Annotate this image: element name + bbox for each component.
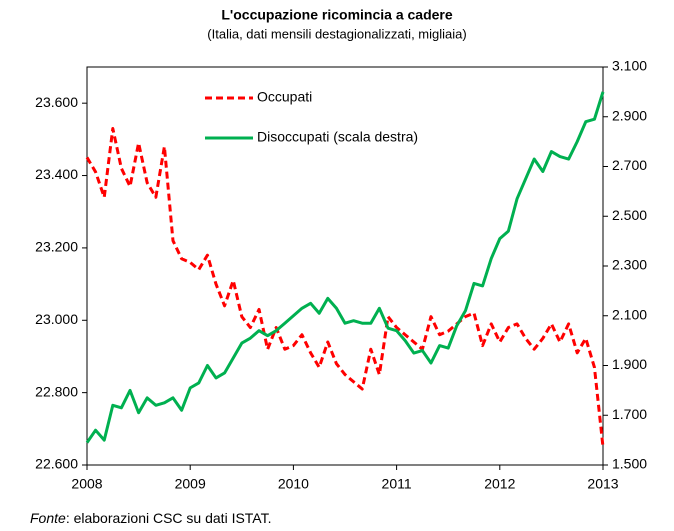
chart-title: L'occupazione ricomincia a cadere bbox=[221, 7, 453, 23]
y2-tick-label: 3.100 bbox=[612, 58, 647, 74]
y2-tick-label: 2.700 bbox=[612, 157, 647, 173]
source-note: Fonte: elaborazioni CSC su dati ISTAT. bbox=[30, 510, 272, 526]
series-line bbox=[85, 127, 605, 448]
x-tick-label: 2010 bbox=[278, 476, 309, 492]
y-tick-label: 23.400 bbox=[35, 166, 78, 182]
y2-tick-label: 1.900 bbox=[612, 356, 647, 372]
y2-tick-label: 1.500 bbox=[612, 456, 647, 472]
source-label: Fonte bbox=[30, 510, 66, 526]
x-tick-label: 2013 bbox=[587, 476, 618, 492]
legend-label: Occupati bbox=[257, 89, 312, 105]
y-tick-label: 23.000 bbox=[35, 311, 78, 327]
x-tick-label: 2011 bbox=[382, 476, 412, 492]
legend-label: Disoccupati (scala destra) bbox=[257, 129, 418, 145]
x-tick-label: 2008 bbox=[71, 476, 102, 492]
series-line bbox=[85, 91, 605, 444]
plot-frame bbox=[86, 66, 604, 466]
y2-tick-label: 2.900 bbox=[612, 107, 647, 123]
y-tick-label: 23.600 bbox=[35, 94, 78, 110]
y2-tick-label: 2.500 bbox=[612, 207, 647, 223]
x-tick-label: 2012 bbox=[484, 476, 515, 492]
y-tick-label: 22.800 bbox=[35, 383, 78, 399]
y-tick-label: 22.600 bbox=[35, 456, 78, 472]
y2-tick-label: 2.300 bbox=[612, 257, 647, 273]
y2-tick-label: 2.100 bbox=[612, 306, 647, 322]
source-text: : elaborazioni CSC su dati ISTAT. bbox=[66, 510, 272, 526]
x-tick-label: 2009 bbox=[175, 476, 206, 492]
chart-subtitle: (Italia, dati mensili destagionalizzati,… bbox=[207, 26, 466, 41]
y2-tick-label: 1.700 bbox=[612, 406, 647, 422]
y-tick-label: 23.200 bbox=[35, 239, 78, 255]
